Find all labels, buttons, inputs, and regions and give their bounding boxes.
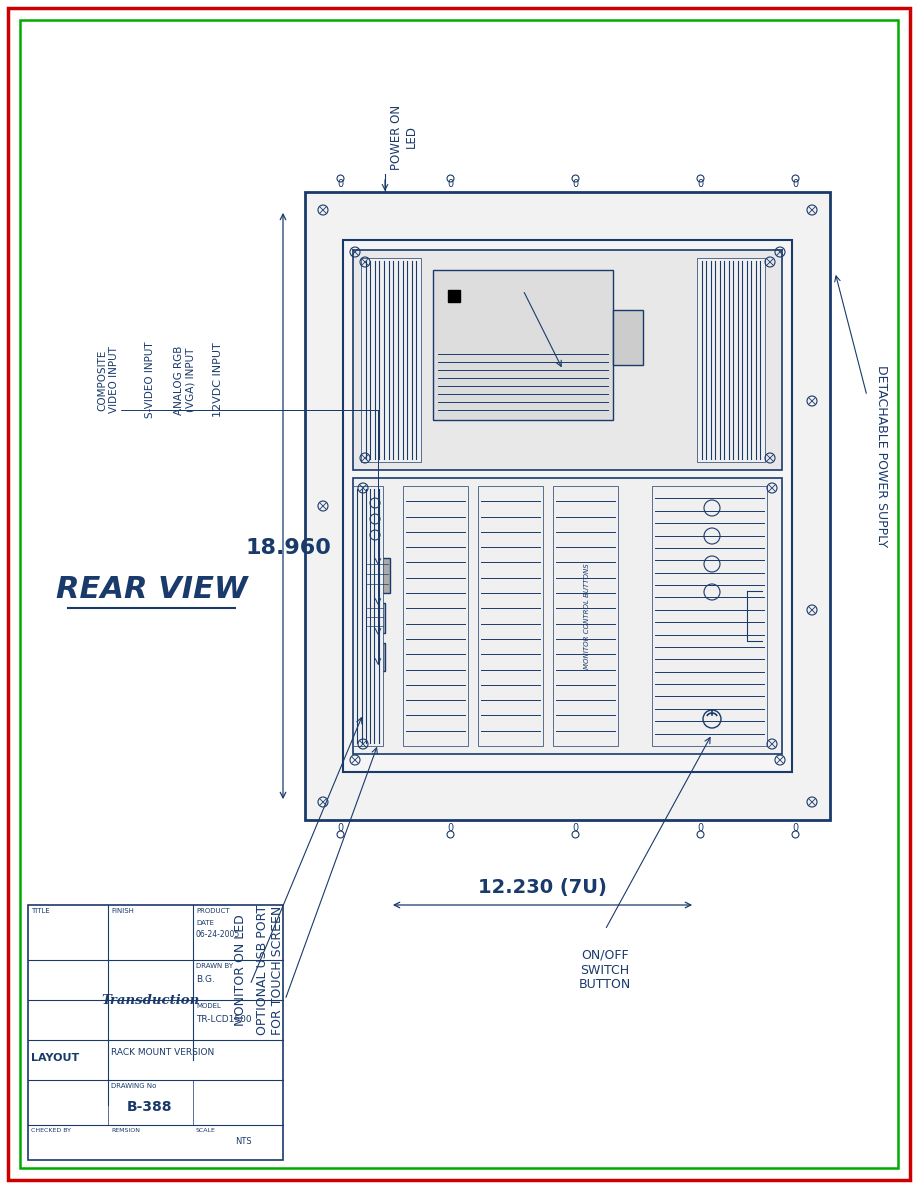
Text: DRAWING No: DRAWING No	[111, 1083, 156, 1089]
Text: PRODUCT: PRODUCT	[196, 908, 230, 914]
Bar	[433, 270, 613, 421]
Text: Transduction: Transduction	[101, 993, 199, 1006]
Text: B.G.: B.G.	[196, 975, 215, 984]
Text: 0: 0	[697, 179, 703, 189]
Text: 12.230 (7U): 12.230 (7U)	[477, 878, 607, 897]
Bar	[343, 240, 792, 772]
Text: manualsarchive.com: manualsarchive.com	[357, 413, 661, 575]
Text: 0: 0	[447, 179, 453, 189]
Bar	[697, 258, 765, 462]
Bar	[108, 1080, 193, 1125]
Text: LAYOUT: LAYOUT	[31, 1053, 79, 1063]
Text: ANALOG RGB
(VGA) INPUT: ANALOG RGB (VGA) INPUT	[174, 346, 196, 415]
Text: OPTIONAL USB PORT
FOR TOUCH SCREEN: OPTIONAL USB PORT FOR TOUCH SCREEN	[256, 905, 284, 1035]
Text: DETACHABLE POWER SUPPLY: DETACHABLE POWER SUPPLY	[876, 365, 889, 546]
Text: COMPOSITE
VIDEO INPUT: COMPOSITE VIDEO INPUT	[97, 347, 118, 413]
Bar	[365, 604, 385, 633]
Text: 0: 0	[337, 823, 343, 833]
Text: 0: 0	[572, 823, 578, 833]
Bar	[365, 558, 390, 593]
Bar	[613, 310, 643, 365]
Text: REMSION: REMSION	[111, 1127, 140, 1133]
Text: SCALE: SCALE	[196, 1127, 216, 1133]
Text: MONITOR ON LED: MONITOR ON LED	[233, 914, 247, 1026]
Text: 0: 0	[697, 823, 703, 833]
Text: REAR VIEW: REAR VIEW	[56, 575, 248, 605]
Text: ON/OFF
SWITCH
BUTTON: ON/OFF SWITCH BUTTON	[579, 948, 632, 992]
Bar	[652, 486, 767, 746]
Text: FINISH: FINISH	[111, 908, 134, 914]
Bar	[478, 486, 543, 746]
Text: 0: 0	[572, 179, 578, 189]
Bar	[361, 258, 421, 462]
Bar	[28, 905, 283, 1159]
Text: POWER ON
LED: POWER ON LED	[390, 105, 418, 170]
Bar	[108, 960, 193, 1040]
Text: DRAWN BY: DRAWN BY	[196, 963, 233, 969]
Bar	[403, 486, 468, 746]
Bar	[365, 643, 385, 671]
Text: 18.960: 18.960	[245, 538, 330, 558]
Text: 0: 0	[792, 179, 798, 189]
Text: S-VIDEO INPUT: S-VIDEO INPUT	[145, 342, 155, 418]
Text: 0: 0	[337, 179, 343, 189]
Text: 06-24-2005: 06-24-2005	[196, 930, 241, 939]
Text: CHECKED BY: CHECKED BY	[31, 1127, 71, 1133]
Bar	[553, 486, 618, 746]
Text: DATE: DATE	[196, 920, 214, 925]
Text: 12VDC INPUT: 12VDC INPUT	[213, 342, 223, 417]
Text: MODEL: MODEL	[196, 1003, 221, 1009]
Bar	[448, 290, 460, 302]
Bar	[353, 486, 383, 746]
Text: TITLE: TITLE	[31, 908, 50, 914]
Text: RACK MOUNT VERSION: RACK MOUNT VERSION	[111, 1048, 214, 1057]
Bar	[353, 249, 782, 470]
Bar	[305, 192, 830, 820]
Text: B-388: B-388	[128, 1100, 173, 1114]
Text: 0: 0	[792, 823, 798, 833]
Text: 0: 0	[447, 823, 453, 833]
Text: NTS: NTS	[235, 1137, 252, 1146]
Text: MONITOR CONTROL BUTTONS: MONITOR CONTROL BUTTONS	[584, 563, 590, 669]
Bar	[353, 478, 782, 754]
Text: TR-LCD1500: TR-LCD1500	[196, 1015, 252, 1024]
